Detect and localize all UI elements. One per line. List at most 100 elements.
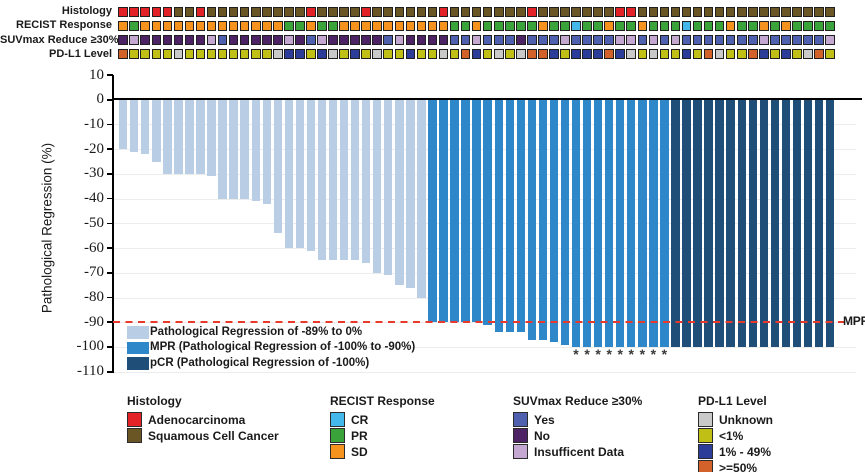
legend-swatch — [513, 444, 528, 459]
annotation-square — [648, 20, 659, 31]
y-tick-label: -20 — [84, 140, 104, 157]
annotation-square — [549, 20, 559, 31]
regression-bar — [792, 99, 802, 347]
zero-line — [113, 97, 862, 100]
annotation-square — [593, 35, 603, 46]
annotation-square — [372, 49, 383, 60]
y-tick — [106, 296, 113, 299]
annotation-square — [725, 49, 736, 60]
annotation-square — [173, 35, 184, 46]
annotation-square — [427, 49, 438, 60]
legend-item-label: Squamous Cell Cancer — [148, 428, 279, 443]
annotation-square — [206, 49, 217, 60]
annotation-square — [206, 35, 217, 46]
annotation-square — [792, 49, 802, 60]
annotation-square — [604, 6, 614, 17]
annotation-square — [814, 6, 824, 17]
annotation-square — [825, 20, 835, 31]
gridline — [113, 346, 856, 348]
annotation-square — [803, 20, 813, 31]
legend-swatch — [513, 428, 528, 443]
annotation-square — [284, 35, 294, 46]
annotation-square — [162, 49, 173, 60]
regression-bar — [582, 99, 592, 347]
annotation-square — [747, 35, 758, 46]
annotation-square — [372, 6, 383, 17]
regression-bar — [262, 99, 271, 204]
track-label-pdl1: PD-L1 Level — [49, 47, 112, 60]
regression-bar — [417, 99, 426, 298]
annotation-square — [217, 6, 228, 17]
annotation-square — [239, 6, 250, 17]
legend-item-label: 1% - 49% — [719, 444, 772, 459]
annotation-square — [560, 49, 570, 60]
legend-item-label: SD — [351, 444, 368, 459]
annotation-square — [615, 20, 626, 31]
y-tick — [106, 74, 113, 76]
bar-legend-item-label: Pathological Regression of -89% to 0% — [150, 325, 363, 338]
annotation-square — [670, 6, 681, 17]
annotation-square — [648, 35, 659, 46]
annotation-square — [416, 6, 427, 17]
legend-item-label: >=50% — [719, 460, 758, 472]
regression-bar — [759, 99, 768, 347]
annotation-square — [681, 6, 692, 17]
y-tick — [106, 370, 113, 373]
annotation-square — [692, 6, 703, 17]
annotation-square — [306, 35, 316, 46]
regression-bar — [196, 99, 205, 174]
annotation-square — [659, 6, 670, 17]
annotation-square — [427, 35, 438, 46]
track-label-histology: Histology — [61, 5, 112, 17]
y-tick-label: -60 — [84, 239, 104, 256]
annotation-square — [825, 35, 835, 46]
annotation-square — [361, 20, 371, 31]
annotation-square — [195, 20, 206, 31]
annotation-square — [482, 6, 493, 17]
regression-bar — [306, 99, 316, 251]
annotation-square — [582, 49, 592, 60]
annotation-square — [350, 35, 360, 46]
annotation-square — [493, 20, 504, 31]
annotation-square — [394, 49, 405, 60]
annotation-square — [615, 35, 626, 46]
annotation-square — [151, 20, 162, 31]
annotation-square — [394, 6, 405, 17]
annotation-square — [383, 20, 394, 31]
regression-bar — [571, 99, 581, 347]
regression-bar — [516, 99, 525, 333]
annotation-square — [239, 20, 250, 31]
regression-bar — [538, 99, 548, 340]
annotation-square — [295, 35, 305, 46]
annotation-square — [206, 6, 217, 17]
bar-legend-item-label: pCR (Pathological Regression of -100%) — [150, 356, 370, 369]
annotation-square — [405, 20, 416, 31]
annotation-square — [493, 35, 504, 46]
annotation-square — [339, 49, 349, 60]
annotation-square — [239, 49, 250, 60]
annotation-square — [162, 6, 173, 17]
annotation-square — [714, 49, 725, 60]
regression-bar — [428, 99, 437, 323]
annotation-square — [747, 20, 758, 31]
regression-bar — [461, 99, 470, 323]
annotation-square — [759, 35, 769, 46]
annotation-square — [781, 6, 791, 17]
regression-bar — [604, 99, 614, 347]
annotation-square — [714, 6, 725, 17]
annotation-square — [582, 20, 592, 31]
annotation-square — [825, 49, 835, 60]
regression-bar — [770, 99, 780, 347]
annotation-square — [471, 20, 482, 31]
annotation-square — [250, 6, 261, 17]
annotation-square — [659, 35, 670, 46]
annotation-square — [670, 35, 681, 46]
y-tick — [106, 197, 113, 200]
y-tick — [106, 346, 113, 348]
regression-bar — [450, 99, 459, 323]
bar-legend-item-label: MPR (Pathological Regression of -100% to… — [150, 341, 416, 353]
annotation-square — [571, 20, 581, 31]
regression-bar — [660, 99, 669, 347]
annotation-square — [516, 6, 526, 17]
regression-bar — [638, 99, 647, 347]
